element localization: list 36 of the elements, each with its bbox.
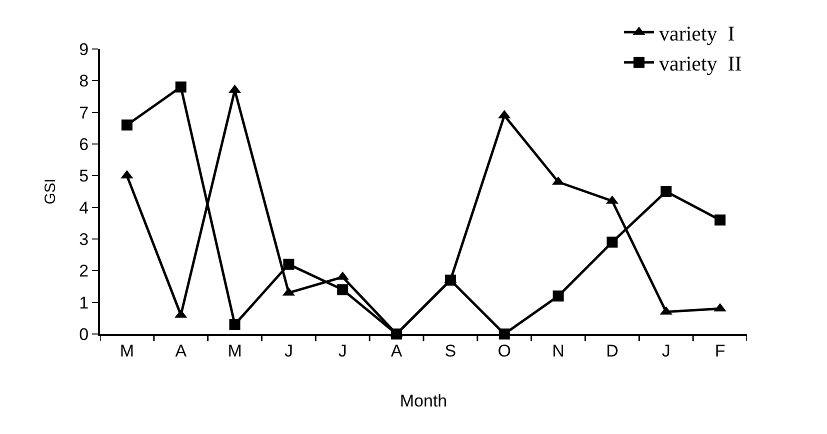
x-tick-label: N (552, 341, 564, 360)
legend-label: variety I (659, 21, 735, 46)
x-tick-label: O (498, 341, 511, 360)
y-tick-label: 8 (79, 72, 89, 91)
y-tick-label: 1 (79, 293, 89, 312)
point (229, 319, 240, 330)
y-tick-label: 7 (79, 103, 89, 122)
y-tick-label: 0 (79, 324, 89, 344)
x-tick-label: D (606, 341, 618, 360)
y-tick-label: 3 (79, 230, 89, 249)
point (175, 82, 186, 92)
point (714, 214, 726, 226)
point (552, 290, 564, 302)
y-tick-label: 6 (79, 134, 89, 154)
x-tick-label: A (390, 341, 403, 360)
x-tick-label: J (662, 341, 670, 360)
y-tick-label: 5 (79, 166, 89, 186)
x-tick-label: M (228, 341, 242, 360)
y-tick-label: 4 (79, 198, 89, 218)
point (660, 186, 672, 197)
point (444, 274, 456, 286)
point (121, 120, 132, 130)
x-tick-label: J (284, 341, 293, 360)
legend-label: variety II (659, 52, 742, 76)
y-tick-label: 2 (79, 262, 89, 281)
x-tick-label: A (175, 341, 188, 360)
x-axis-title: Month (400, 391, 448, 410)
y-axis-title: GSI (42, 178, 59, 204)
x-tick-label: F (714, 341, 726, 360)
point (606, 236, 618, 248)
x-tick-label: S (444, 341, 456, 360)
point (283, 258, 294, 270)
x-tick-label: J (338, 341, 347, 360)
y-tick-label: 9 (79, 40, 89, 59)
x-tick-label: M (120, 341, 134, 360)
point (337, 284, 348, 296)
